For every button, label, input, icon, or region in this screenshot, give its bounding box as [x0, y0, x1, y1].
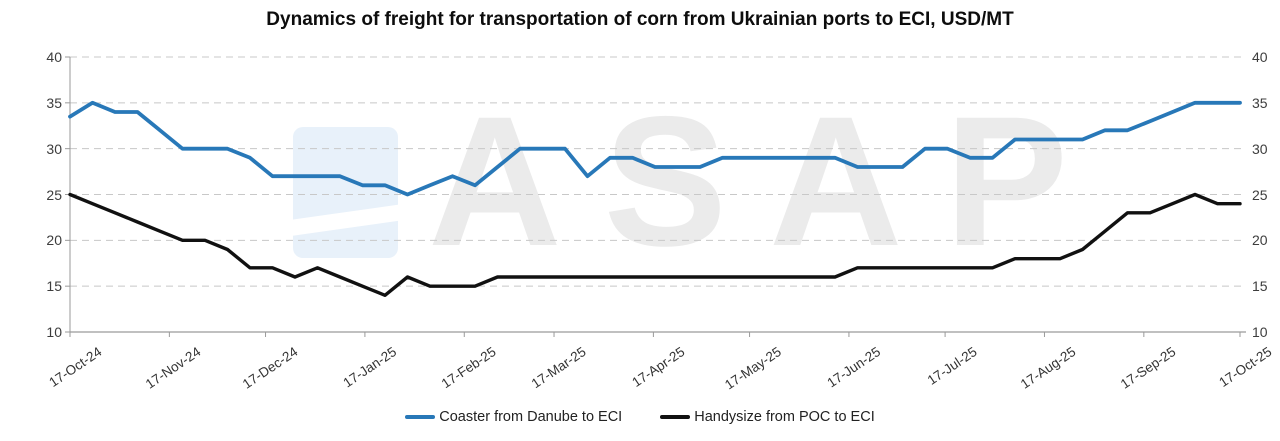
legend-label-handysize: Handysize from POC to ECI [694, 409, 875, 425]
y-axis-label-left: 35 [46, 94, 62, 111]
y-axis-label-left: 15 [46, 278, 62, 295]
legend-label-coaster: Coaster from Danube to ECI [439, 409, 623, 425]
legend-item-handysize: Handysize from POC to ECI [660, 409, 875, 425]
chart-title: Dynamics of freight for transportation o… [266, 9, 1014, 30]
y-axis-label-right: 35 [1252, 94, 1268, 111]
y-axis-label-left: 30 [46, 140, 62, 157]
y-axis-label-left: 20 [46, 232, 62, 249]
legend-swatch-coaster [405, 415, 436, 419]
chart-legend: Coaster from Danube to ECI Handysize fro… [0, 405, 1280, 429]
series-line-coaster [68, 100, 1242, 197]
y-axis-label-left: 10 [46, 324, 62, 340]
y-axis-label-right: 25 [1252, 186, 1268, 203]
y-axis-label-right: 20 [1252, 232, 1268, 249]
y-axis-label-left: 40 [46, 49, 62, 65]
legend-item-coaster: Coaster from Danube to ECI [405, 409, 622, 425]
y-axis-label-right: 30 [1252, 140, 1268, 157]
y-axis-label-right: 10 [1252, 324, 1268, 340]
legend-swatch-handysize [660, 415, 691, 419]
y-axis-label-right: 40 [1252, 49, 1268, 65]
y-axis-label-right: 15 [1252, 278, 1268, 295]
watermark-text: ASAP [428, 79, 1110, 285]
series-line-handysize [68, 192, 1242, 297]
y-axis-label-left: 25 [46, 186, 62, 203]
